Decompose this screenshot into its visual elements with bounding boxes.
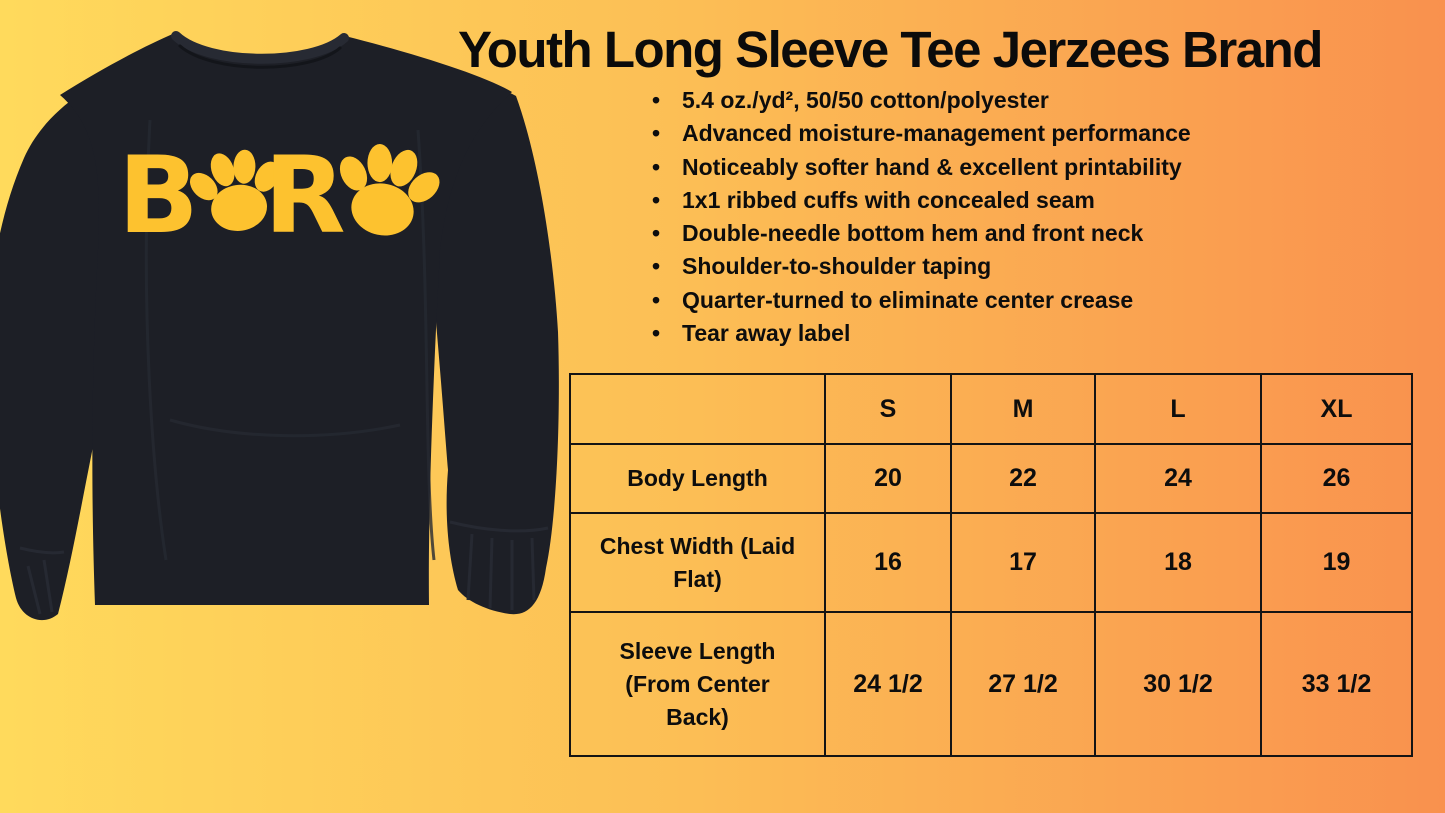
- size-chart-header-row: S M L XL: [569, 373, 1413, 445]
- feature-text: 5.4 oz./yd², 50/50 cotton/polyester: [682, 87, 1049, 113]
- bullet-icon: •: [652, 120, 661, 147]
- bullet-icon: •: [652, 253, 661, 280]
- size-chart-cell: 20: [824, 443, 952, 514]
- feature-item: • Tear away label: [652, 317, 1191, 350]
- design-letter-b: B: [118, 134, 199, 257]
- feature-item: • Quarter-turned to eliminate center cre…: [652, 284, 1191, 317]
- bullet-icon: •: [652, 186, 661, 213]
- feature-item: • Shoulder-to-shoulder taping: [652, 250, 1191, 283]
- size-chart-cell: 17: [950, 512, 1096, 613]
- page-title: Youth Long Sleeve Tee Jerzees Brand: [458, 21, 1323, 78]
- feature-item: • Double-needle bottom hem and front nec…: [652, 217, 1191, 250]
- size-chart-row-sleeve-length: Sleeve Length (From Center Back) 24 1/2 …: [569, 611, 1413, 757]
- shirt-left-sleeve: [0, 48, 185, 621]
- size-chart-cell: 24 1/2: [824, 611, 952, 757]
- feature-item: • Noticeably softer hand & excellent pri…: [652, 151, 1191, 184]
- shirt-illustration: B R: [0, 31, 559, 621]
- feature-text: Quarter-turned to eliminate center creas…: [682, 286, 1134, 313]
- design-letter-r: R: [264, 134, 346, 257]
- size-chart-cell: 19: [1260, 512, 1413, 613]
- size-chart-header: XL: [1260, 373, 1413, 445]
- feature-text: Double-needle bottom hem and front neck: [682, 220, 1144, 247]
- feature-text: Tear away label: [682, 320, 851, 347]
- feature-item: • 5.4 oz./yd², 50/50 cotton/polyester: [652, 84, 1191, 117]
- feature-list: • 5.4 oz./yd², 50/50 cotton/polyester • …: [652, 84, 1191, 350]
- size-chart-row-body-length: Body Length 20 22 24 26: [569, 443, 1413, 514]
- shirt-collar: [171, 31, 349, 64]
- feature-item: • Advanced moisture-management performan…: [652, 117, 1191, 150]
- row-label: Chest Width (Laid Flat): [569, 512, 826, 613]
- shirt-chest-design: B R: [118, 134, 440, 257]
- bullet-icon: •: [652, 87, 661, 113]
- shirt-right-sleeve: [335, 42, 559, 615]
- size-chart-cell: 27 1/2: [950, 611, 1096, 757]
- product-photo-shirt: B R: [0, 0, 575, 640]
- bullet-icon: •: [652, 320, 661, 347]
- size-chart-cell: 16: [824, 512, 952, 613]
- size-chart-corner-cell: [569, 373, 826, 445]
- size-chart-cell: 24: [1094, 443, 1262, 514]
- size-chart-cell: 22: [950, 443, 1096, 514]
- bullet-icon: •: [652, 220, 661, 247]
- left-cuff-ribs: [19, 546, 65, 615]
- right-cuff-ribs: [449, 520, 549, 610]
- size-chart-header: M: [950, 373, 1096, 445]
- feature-text: 1x1 ribbed cuffs with concealed seam: [682, 186, 1095, 213]
- feature-text: Advanced moisture-management performance: [682, 120, 1191, 147]
- bullet-icon: •: [652, 286, 661, 313]
- size-chart-cell: 26: [1260, 443, 1413, 514]
- row-label: Body Length: [569, 443, 826, 514]
- feature-item: • 1x1 ribbed cuffs with concealed seam: [652, 184, 1191, 217]
- size-chart-header: S: [824, 373, 952, 445]
- bullet-icon: •: [652, 153, 661, 180]
- feature-text: Noticeably softer hand & excellent print…: [682, 153, 1182, 180]
- size-chart-table: S M L XL Body Length 20 22 24 26 Chest W…: [569, 373, 1413, 757]
- paw-print-icon: [339, 144, 440, 236]
- shirt-collar-seam: [178, 44, 342, 69]
- size-chart-cell: 18: [1094, 512, 1262, 613]
- size-chart-header: L: [1094, 373, 1262, 445]
- row-label: Sleeve Length (From Center Back): [569, 611, 826, 757]
- paw-print-icon: [189, 149, 280, 231]
- feature-text: Shoulder-to-shoulder taping: [682, 253, 992, 280]
- size-chart-cell: 33 1/2: [1260, 611, 1413, 757]
- size-chart-row-chest-width: Chest Width (Laid Flat) 16 17 18 19: [569, 512, 1413, 613]
- size-chart-cell: 30 1/2: [1094, 611, 1262, 757]
